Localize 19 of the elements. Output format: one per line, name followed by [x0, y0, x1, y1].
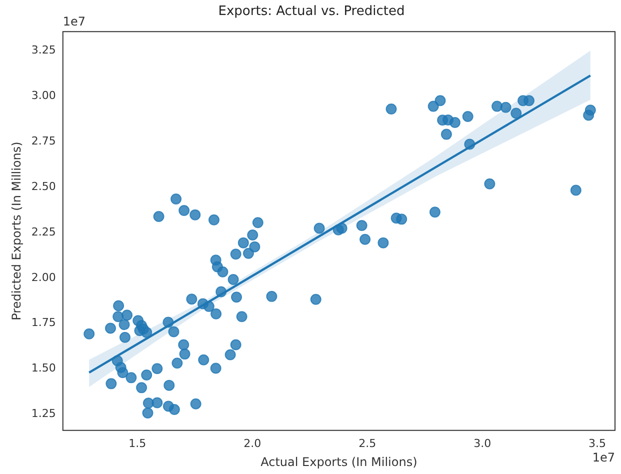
text: 1e7: [62, 14, 86, 29]
x-tick-label: 2.0: [244, 436, 262, 450]
x-axis-title: Actual Exports (In Milions): [260, 454, 418, 469]
chart-title: Exports: Actual vs. Predicted: [218, 4, 405, 20]
y-tick-label: 1.25: [31, 407, 56, 420]
y-tick-label: 1.75: [31, 316, 56, 330]
y-axis-title: Predicted Exports (In Millions): [9, 142, 24, 320]
text: 1e7: [592, 450, 615, 465]
x-tick-label: 3.5: [588, 436, 606, 450]
x-tick-label: 2.5: [358, 436, 376, 450]
y-tick-label: 3.25: [31, 44, 56, 57]
x-tick-label: 3.0: [474, 436, 492, 450]
y-tick-label: 3.00: [31, 88, 56, 102]
y-tick-label: 2.25: [31, 225, 56, 238]
x-tick-label: 1.5: [128, 436, 146, 450]
y-tick-label: 1.50: [31, 362, 56, 375]
y-tick-label: 2.00: [31, 270, 56, 284]
y-tick-label: 2.50: [31, 180, 56, 193]
y-tick-label: 2.75: [31, 134, 56, 148]
